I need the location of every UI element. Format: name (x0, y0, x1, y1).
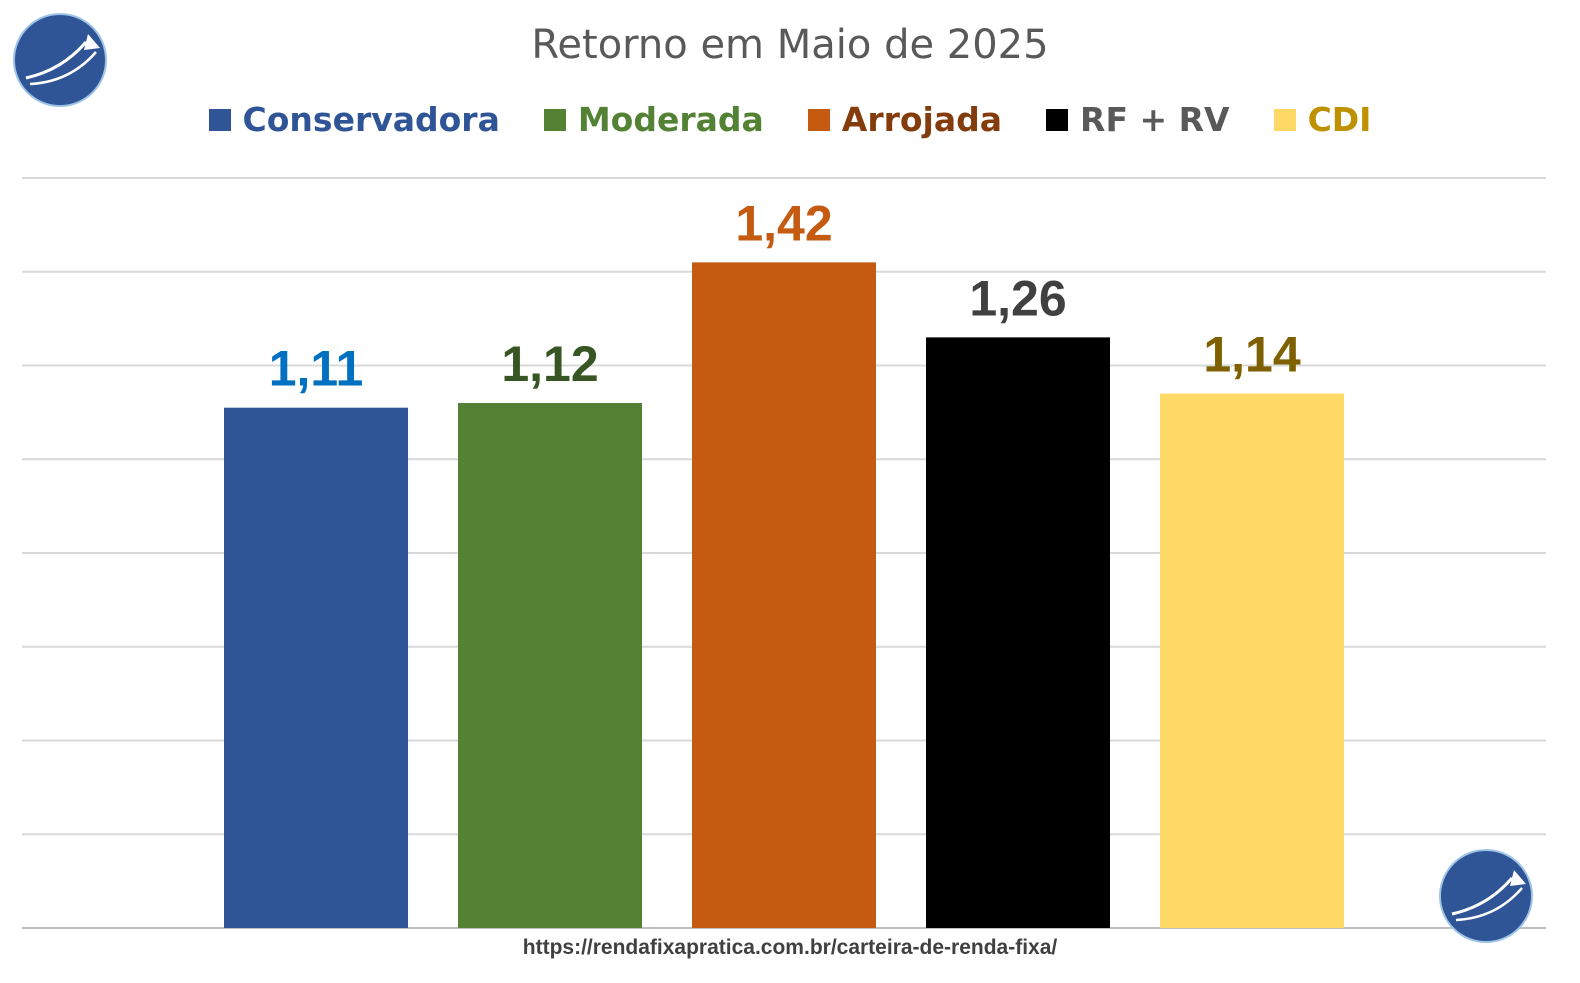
arrow-arc-logo-icon (13, 13, 107, 107)
bar (926, 337, 1110, 928)
data-label: 1,26 (969, 270, 1066, 326)
bar (458, 403, 642, 928)
chart-title: Retorno em Maio de 2025 (531, 22, 1049, 68)
legend-swatch (807, 108, 830, 131)
bar (692, 262, 876, 928)
legend-item: Moderada (543, 100, 764, 139)
legend-swatch (208, 108, 231, 131)
legend-label: Moderada (577, 100, 764, 139)
footer-url: https://rendafixapratica.com.br/carteira… (522, 936, 1058, 959)
legend-item: Arrojada (807, 100, 1003, 139)
chart-legend: Conservadora Moderada Arrojada RF + RV CDI (0, 100, 1580, 139)
data-label: 1,42 (735, 195, 832, 251)
data-label: 1,11 (269, 341, 364, 397)
legend-label: Arrojada (841, 100, 1003, 139)
legend-label: CDI (1307, 100, 1372, 139)
legend-swatch (543, 108, 566, 131)
legend-swatch (1273, 108, 1296, 131)
data-label: 1,12 (501, 336, 598, 392)
arrow-arc-logo-icon (1439, 849, 1533, 943)
data-label: 1,14 (1203, 327, 1301, 383)
legend-item: Conservadora (208, 100, 500, 139)
legend-swatch (1046, 108, 1069, 131)
legend-item: CDI (1273, 100, 1372, 139)
legend-label: RF + RV (1080, 100, 1230, 139)
bar (1160, 393, 1344, 928)
bar (224, 407, 408, 928)
legend-item: RF + RV (1046, 100, 1230, 139)
legend-label: Conservadora (242, 100, 500, 139)
